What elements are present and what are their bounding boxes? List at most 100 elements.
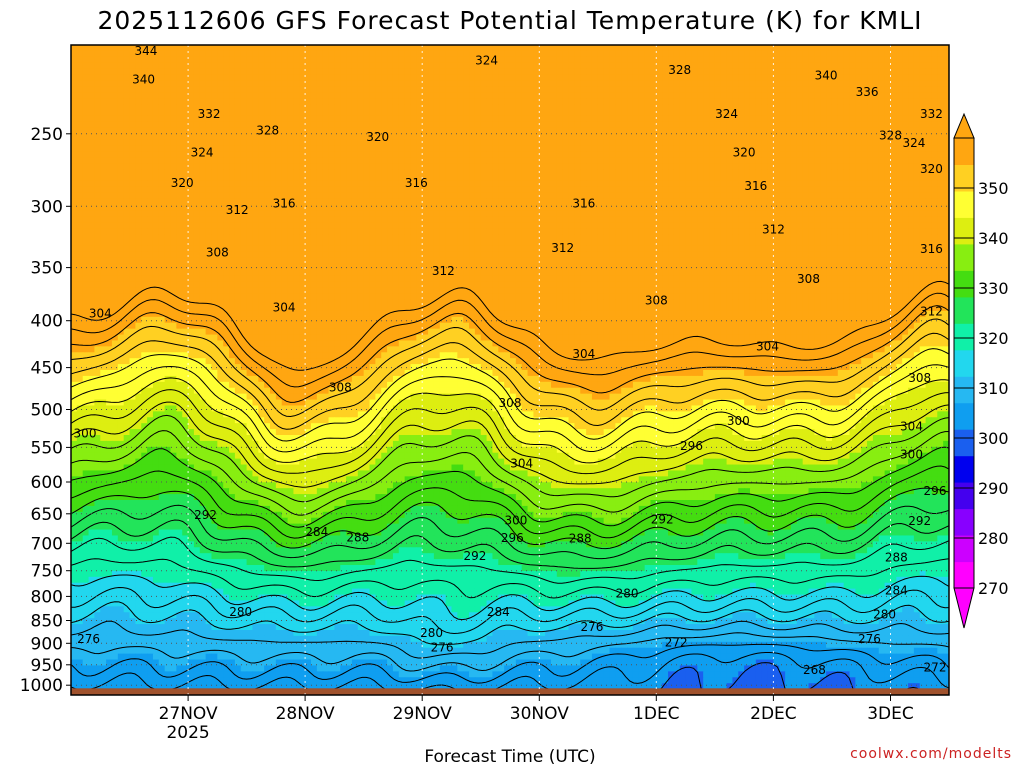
field-cell [351, 92, 359, 99]
field-cell [486, 139, 494, 147]
field-cell [433, 169, 441, 176]
field-cell [878, 68, 886, 76]
field-cell [732, 180, 739, 188]
field-cell [252, 139, 259, 147]
field-cell [902, 110, 909, 117]
field-cell [88, 169, 96, 176]
field-cell [890, 198, 897, 206]
field-cell [264, 68, 271, 76]
field-cell [545, 80, 552, 87]
field-cell [328, 198, 335, 206]
field-cell [340, 68, 347, 76]
field-cell [521, 50, 529, 58]
field-cell [217, 121, 224, 129]
field-cell [322, 175, 330, 182]
field-cell [650, 86, 657, 93]
field-cell [896, 121, 903, 129]
field-cell [469, 104, 476, 111]
field-cell [275, 115, 283, 123]
field-cell [826, 222, 833, 229]
field-cell [357, 50, 365, 58]
field-cell [550, 50, 558, 58]
field-cell [416, 216, 423, 223]
field-cell [152, 204, 160, 212]
field-cell [714, 56, 722, 64]
field-cell [802, 216, 810, 223]
field-cell [878, 92, 886, 99]
field-cell [521, 127, 529, 135]
field-cell [662, 68, 669, 76]
field-cell [521, 210, 529, 217]
field-cell [474, 175, 482, 182]
field-cell [211, 175, 218, 182]
field-cell [527, 163, 535, 170]
field-cell [293, 228, 300, 235]
field-cell [340, 115, 347, 123]
field-cell [504, 216, 511, 223]
field-cell [603, 80, 611, 87]
field-cell [849, 234, 856, 241]
field-cell [767, 68, 774, 76]
field-cell [550, 127, 558, 135]
field-cell [234, 240, 242, 247]
field-cell [884, 192, 892, 200]
field-cell [521, 139, 529, 147]
field-cell [310, 127, 318, 135]
field-cell [650, 234, 657, 241]
field-cell [685, 127, 693, 135]
field-cell [106, 216, 113, 223]
field-cell [258, 145, 265, 152]
field-cell [691, 169, 698, 176]
field-cell [322, 216, 330, 223]
field-cell [714, 98, 722, 105]
field-cell [621, 56, 628, 64]
field-cell [398, 104, 406, 111]
field-cell [246, 210, 254, 217]
field-cell [123, 92, 131, 99]
field-cell [808, 115, 815, 123]
field-cell [316, 180, 324, 188]
field-cell [820, 145, 827, 152]
field-cell [779, 180, 786, 188]
field-cell [533, 127, 540, 135]
field-cell [802, 198, 810, 206]
field-cell [691, 121, 698, 129]
field-cell [486, 157, 494, 164]
field-cell [691, 222, 698, 229]
field-cell [539, 145, 546, 152]
field-cell [398, 157, 406, 164]
field-cell [217, 139, 224, 147]
field-cell [152, 186, 160, 194]
field-cell [820, 92, 827, 99]
field-cell [375, 74, 382, 82]
field-cell [726, 145, 734, 152]
field-cell [351, 50, 359, 58]
field-cell [855, 210, 862, 217]
field-cell [223, 62, 230, 70]
field-cell [346, 169, 353, 176]
field-cell [445, 204, 453, 212]
field-cell [890, 133, 897, 141]
field-cell [726, 169, 734, 176]
field-cell [287, 175, 295, 182]
field-cell [574, 98, 581, 105]
field-cell [240, 169, 248, 176]
field-cell [697, 127, 704, 135]
field-cell [480, 45, 488, 52]
field-cell [369, 62, 376, 70]
field-cell [591, 151, 599, 158]
field-cell [790, 151, 798, 158]
field-cell [586, 234, 593, 241]
field-cell [568, 157, 575, 164]
field-cell [820, 180, 827, 188]
field-cell [662, 62, 669, 70]
field-cell [229, 92, 236, 99]
field-cell [943, 56, 949, 64]
field-cell [539, 98, 546, 105]
field-cell [199, 145, 207, 152]
field-cell [820, 62, 827, 70]
field-cell [117, 74, 125, 82]
field-cell [556, 210, 564, 217]
field-cell [387, 234, 394, 241]
field-cell [638, 121, 646, 129]
